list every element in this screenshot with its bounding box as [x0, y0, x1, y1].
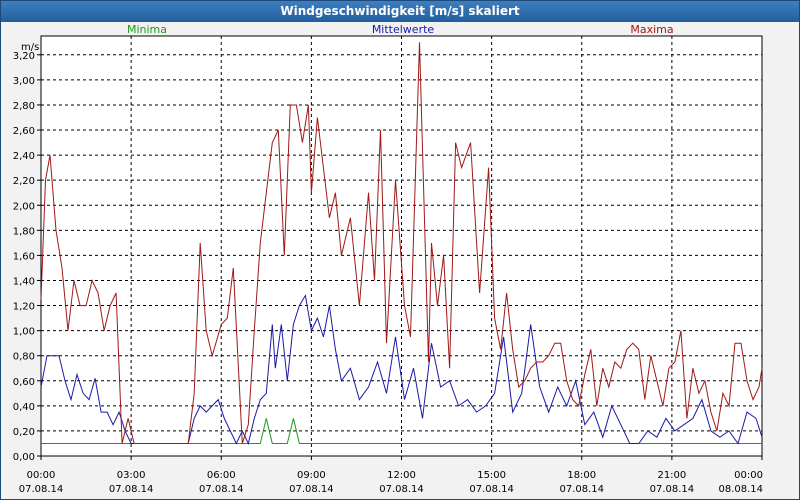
x-tick-date: 07.08.14: [289, 484, 334, 495]
x-tick-time: 15:00: [477, 470, 506, 481]
y-tick-label: 1,40: [13, 276, 35, 287]
legend-mittelwerte: Mittelwerte: [372, 23, 435, 36]
x-tick-date: 07.08.14: [19, 484, 64, 495]
x-tick-date: 08.08.14: [718, 484, 763, 495]
x-tick-time: 03:00: [117, 470, 146, 481]
y-tick-label: 1,60: [13, 251, 35, 262]
y-tick-label: 0,40: [13, 402, 35, 413]
x-tick-time: 06:00: [207, 470, 236, 481]
y-tick-label: 1,00: [13, 327, 35, 338]
series-line-mittelwerte: [40, 294, 763, 445]
y-tick-label: 0,80: [13, 352, 35, 363]
grid: [41, 36, 762, 456]
series-line-minima: [41, 418, 762, 444]
x-tick-time: 21:00: [657, 470, 686, 481]
window-title: Windgeschwindigkeit [m/s] skaliert: [1, 1, 799, 22]
y-tick-label: 3,20: [13, 51, 35, 62]
y-axis-unit: m/s: [21, 42, 39, 53]
y-tick-label: 1,20: [13, 302, 35, 313]
x-tick-date: 07.08.14: [109, 484, 154, 495]
x-tick-date: 07.08.14: [469, 484, 514, 495]
x-tick-date: 07.08.14: [199, 484, 244, 495]
series-line-maxima: [40, 42, 763, 444]
legend-maxima: Maxima: [630, 23, 673, 36]
y-tick-label: 1,80: [13, 226, 35, 237]
x-tick-date: 07.08.14: [559, 484, 604, 495]
x-tick-time: 00:00: [27, 470, 56, 481]
y-tick-label: 0,20: [13, 427, 35, 438]
y-tick-label: 2,00: [13, 201, 35, 212]
y-axis: 0,00 0,20 0,40 0,60 0,80 1,00 1,20 1,40 1,60 1,80…: [13, 51, 41, 463]
legend-minima: Minima: [127, 23, 167, 36]
x-tick-date: 07.08.14: [379, 484, 424, 495]
x-tick-time: 09:00: [297, 470, 326, 481]
wind-speed-chart: 0,00 0,20 0,40 0,60 0,80 1,00 1,20 1,40 1,60 1,80…: [13, 23, 763, 495]
y-tick-label: 2,60: [13, 126, 35, 137]
x-axis: 00:00 07.08.14 03:00 07.08.14 06:00 07.08.14 0…: [19, 456, 763, 495]
x-tick-time: 00:00: [734, 470, 763, 481]
x-tick-time: 12:00: [387, 470, 416, 481]
series-lines: [40, 42, 763, 445]
y-tick-label: 2,80: [13, 101, 35, 112]
legend: Minima Mittelwerte Maxima: [127, 23, 674, 36]
y-tick-label: 0,60: [13, 377, 35, 388]
y-tick-label: 2,20: [13, 176, 35, 187]
y-tick-label: 0,00: [13, 452, 35, 463]
x-tick-date: 07.08.14: [650, 484, 695, 495]
y-tick-label: 2,40: [13, 151, 35, 162]
y-tick-label: 3,00: [13, 76, 35, 87]
x-tick-time: 18:00: [567, 470, 596, 481]
